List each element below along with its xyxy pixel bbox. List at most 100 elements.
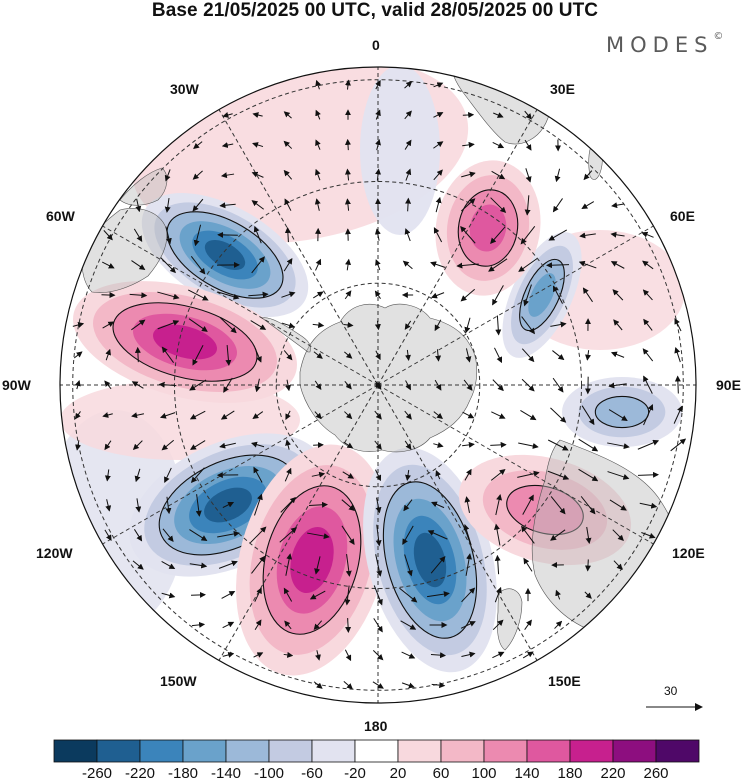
wind-vector [131, 381, 144, 389]
wind-vector [462, 441, 475, 448]
wind-vector [405, 380, 411, 391]
wind-vector [251, 171, 264, 178]
wind-vector [462, 141, 475, 148]
colorbar-tick-label: 220 [600, 765, 626, 782]
wind-vector [284, 467, 292, 482]
wind-vector [525, 168, 532, 183]
wind-vector [344, 380, 352, 390]
wind-vector [464, 317, 471, 334]
wind-vector [520, 409, 537, 421]
wind-vector [494, 523, 501, 546]
polar-map [59, 66, 703, 711]
colorbar-tick-label: -100 [253, 765, 285, 782]
wind-vector [254, 348, 262, 363]
wind-vector [582, 287, 593, 303]
wind-vector [189, 410, 206, 420]
wind-vector [430, 652, 447, 659]
colorbar-box [268, 739, 313, 763]
wind-vector [343, 441, 354, 449]
wind-vector [607, 442, 630, 450]
wind-vector [405, 349, 411, 361]
wind-vector [610, 231, 625, 238]
wind-vector [221, 591, 236, 599]
wind-vector [341, 499, 355, 511]
wind-vector [427, 591, 450, 598]
wind-vector [405, 168, 412, 181]
wind-vector [643, 375, 653, 394]
wind-vector [344, 351, 353, 359]
wind-vector [345, 258, 352, 271]
wind-vector [433, 141, 444, 149]
wind-vector [131, 260, 146, 270]
wind-vector [524, 139, 532, 151]
wind-vector [608, 382, 627, 389]
lon-label-180: 180 [364, 718, 388, 734]
wind-vector [433, 82, 444, 88]
wind-vector [404, 139, 412, 150]
wind-vector [193, 141, 203, 150]
wind-vector [374, 440, 382, 450]
wind-vector [217, 291, 240, 300]
wind-vector [522, 494, 534, 515]
wind-vector [134, 468, 141, 483]
wind-vector [314, 198, 321, 211]
antarctica-landmass [299, 303, 478, 453]
anomaly-contour-fill [506, 485, 584, 535]
wind-vector [491, 411, 506, 419]
colorbar-tick-label: 20 [389, 765, 407, 782]
wind-vector [404, 320, 412, 330]
wind-vector [461, 171, 476, 178]
wind-vector [164, 169, 171, 182]
wind-vector [253, 225, 262, 244]
streamline-contour [382, 481, 478, 639]
wind-vector [522, 651, 534, 659]
wind-vector [490, 441, 507, 448]
meridian-line [218, 384, 379, 661]
wind-vector [314, 556, 321, 575]
wind-vector [375, 350, 381, 361]
colorbar-tick-label: -220 [124, 765, 156, 782]
wind-vector [465, 348, 472, 363]
wind-vector [73, 351, 83, 359]
wind-vector [309, 590, 326, 600]
wind-vector [131, 412, 145, 419]
wind-vector [344, 198, 351, 211]
wind-vector [193, 224, 202, 247]
lon-label-60e: 60E [670, 208, 695, 224]
wind-vector [492, 619, 504, 631]
wind-vector [583, 170, 593, 181]
wind-vector [523, 284, 532, 307]
lon-label-30e: 30E [550, 81, 575, 97]
wind-vector [404, 228, 411, 242]
wind-vector [375, 524, 382, 547]
wind-vector [345, 554, 352, 577]
wind-vector [375, 80, 381, 90]
wind-vector [159, 412, 176, 419]
wind-vector [460, 198, 476, 212]
colorbar-box [397, 739, 442, 763]
wind-vector [373, 618, 383, 633]
wind-vector [521, 316, 535, 335]
colorbar-box [139, 739, 184, 763]
wind-vector [463, 524, 472, 546]
wind-vector [612, 289, 624, 301]
colorbar-tick-label: 140 [514, 765, 540, 782]
wind-vector [431, 682, 446, 689]
wind-vector [401, 651, 416, 659]
wind-vector [104, 529, 112, 541]
wind-vector [405, 469, 411, 481]
wind-vector [104, 469, 111, 482]
wind-vector [585, 350, 591, 361]
wind-vector [314, 380, 322, 390]
wind-vector [104, 380, 112, 390]
wind-vector [579, 232, 596, 239]
wind-vector [674, 375, 681, 394]
anomaly-contour-fill [528, 273, 556, 317]
wind-vector [222, 501, 235, 508]
wind-vector [129, 292, 148, 299]
wind-vector [104, 440, 112, 451]
wind-vector [285, 553, 293, 576]
wind-vector [344, 411, 353, 420]
wind-vector [670, 438, 687, 452]
streamline-contour [262, 485, 362, 635]
